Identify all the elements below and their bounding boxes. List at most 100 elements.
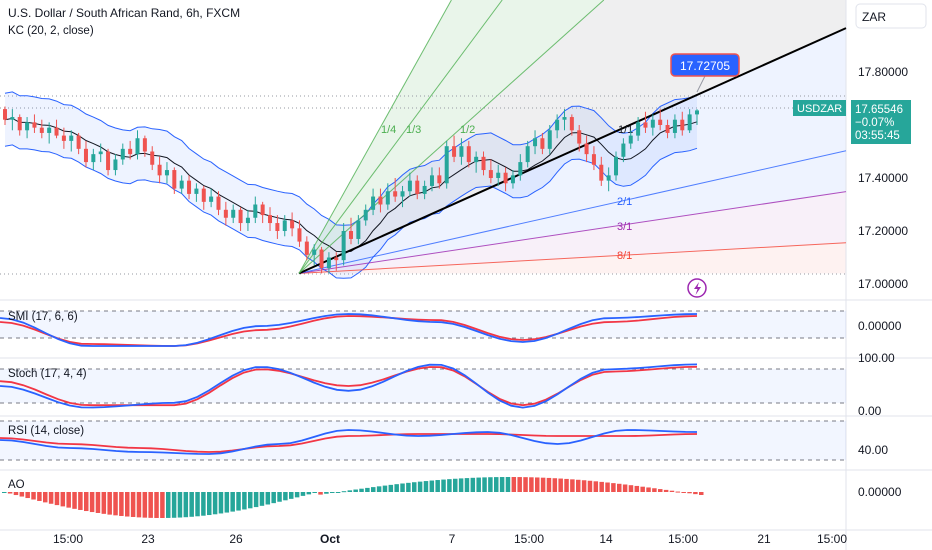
candle-body: [562, 117, 567, 120]
candle-body: [444, 146, 449, 184]
price-tick-label: 17.20000: [858, 224, 908, 238]
candle-body: [385, 191, 390, 205]
ao-bar: [318, 492, 323, 495]
ao-bar: [570, 479, 575, 492]
ao-bar: [330, 492, 335, 493]
candle-body: [650, 119, 655, 128]
candle-body: [54, 127, 59, 136]
ao-label: AO: [8, 479, 25, 491]
ao-bar: [230, 492, 235, 512]
ao-bar: [646, 487, 651, 492]
ao-bar: [84, 492, 89, 512]
ao-bar: [540, 477, 546, 492]
price-tick-label: 17.00000: [858, 277, 908, 291]
fan-ray-2-1: [298, 150, 847, 274]
time-tick-label: 26: [229, 532, 243, 546]
target-price-label[interactable]: [670, 53, 740, 77]
keltner-middle: [4, 117, 698, 253]
candle-body: [488, 170, 493, 178]
stoch-tick-low: 0.00: [858, 404, 882, 418]
candle-body: [363, 209, 368, 221]
target-price-text: 17.72705: [680, 59, 730, 73]
ao-bar: [663, 489, 669, 492]
smi-label: SMI (17, 6, 6): [8, 311, 78, 323]
rsi-tick: 40.00: [858, 443, 888, 457]
candle-body: [32, 122, 37, 128]
candle-body: [216, 196, 221, 210]
candle-body: [378, 196, 383, 205]
ao-bar: [7, 492, 13, 494]
ao-bar: [529, 477, 534, 492]
ao-bar: [60, 492, 66, 507]
candle-body: [268, 215, 273, 224]
ao-bar: [482, 477, 487, 492]
candle-body: [584, 143, 589, 155]
candle-body: [47, 127, 52, 133]
ao-bar: [505, 477, 511, 492]
ao-bar: [277, 492, 282, 502]
candle-body: [643, 122, 648, 128]
price-tick-label: 17.40000: [858, 171, 908, 185]
candle-body: [304, 241, 309, 255]
candle-body: [209, 196, 214, 202]
ao-bar: [271, 492, 276, 504]
ao-bar: [224, 492, 230, 513]
oscillator-panels: [0, 310, 846, 518]
candle-body: [61, 135, 66, 141]
ao-bar: [107, 492, 112, 515]
symbol-badge-label: USDZAR: [797, 103, 842, 115]
ao-bar: [429, 480, 435, 492]
time-tick-label: 23: [141, 532, 155, 546]
candle-body: [319, 249, 324, 269]
candle-body: [533, 138, 538, 147]
ao-bar: [95, 492, 101, 513]
candle-body: [157, 164, 162, 176]
candle-body: [312, 249, 317, 255]
candles[interactable]: [3, 106, 699, 274]
candle-body: [260, 204, 265, 216]
ao-bar: [587, 480, 593, 492]
ao-bar: [552, 478, 558, 492]
candle-body: [672, 119, 677, 133]
ao-bar: [113, 492, 118, 516]
ao-bar: [458, 478, 464, 492]
ao-bar: [599, 481, 604, 492]
fan-label-3-1: 3/1: [617, 221, 632, 233]
candle-body: [628, 135, 633, 144]
ao-bar: [699, 492, 704, 495]
candle-body: [201, 188, 206, 202]
candle-body: [481, 156, 486, 171]
ao-bar: [353, 489, 358, 492]
ao-bar: [476, 477, 481, 492]
ao-bar: [394, 484, 399, 492]
stoch-d-line: [0, 365, 698, 407]
keltner-lower: [4, 144, 698, 279]
candle-body: [621, 143, 626, 157]
ao-bar: [195, 492, 200, 517]
ao-bar: [300, 492, 306, 496]
candle-body: [39, 127, 44, 133]
candle-body: [179, 180, 184, 189]
candle-body: [194, 188, 199, 194]
ao-bar: [218, 492, 224, 514]
ao-bar: [54, 492, 60, 506]
candle-body: [245, 217, 250, 224]
fan-ray-8-1: [298, 242, 847, 274]
candle-body: [510, 175, 515, 184]
fan-ray-1-1: [298, 27, 847, 275]
candle-body: [106, 151, 111, 171]
candle-body: [459, 146, 464, 157]
ao-bar: [517, 477, 522, 492]
time-axis[interactable]: 15:00 23 26 Oct 7 15:00 14 15:00 21 15:00: [53, 532, 847, 546]
candle-body: [569, 117, 574, 131]
price-badge-countdown: 03:55:45: [855, 130, 900, 142]
candle-body: [577, 130, 582, 144]
ao-bar: [406, 482, 411, 492]
currency-button[interactable]: [855, 3, 927, 29]
ao-bar: [622, 484, 628, 492]
fan-label-1-2: 1/2: [460, 124, 475, 136]
stoch-k-line: [0, 363, 698, 409]
candle-body: [599, 164, 604, 181]
fan-label-8-1: 8/1: [617, 250, 632, 262]
